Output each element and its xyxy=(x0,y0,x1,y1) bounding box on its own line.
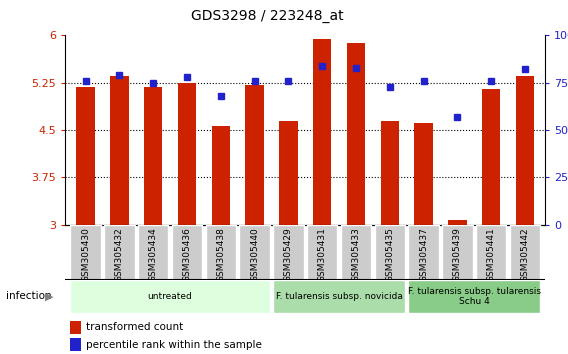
FancyBboxPatch shape xyxy=(341,225,371,280)
FancyBboxPatch shape xyxy=(70,225,101,280)
Text: GSM305439: GSM305439 xyxy=(453,228,462,282)
Bar xyxy=(516,76,534,225)
Text: GSM305440: GSM305440 xyxy=(250,228,259,282)
Bar xyxy=(482,89,500,225)
Text: GSM305435: GSM305435 xyxy=(385,228,394,282)
Text: GSM305438: GSM305438 xyxy=(216,228,225,282)
FancyBboxPatch shape xyxy=(239,225,270,280)
Bar xyxy=(211,126,230,225)
Text: transformed count: transformed count xyxy=(86,322,183,332)
Bar xyxy=(313,39,332,225)
Text: infection: infection xyxy=(6,291,51,301)
Text: F. tularensis subsp. novicida: F. tularensis subsp. novicida xyxy=(275,292,403,301)
Bar xyxy=(279,121,298,225)
Text: GSM305441: GSM305441 xyxy=(487,228,496,282)
FancyBboxPatch shape xyxy=(138,225,168,280)
Text: GSM305430: GSM305430 xyxy=(81,228,90,282)
Text: F. tularensis subsp. tularensis
Schu 4: F. tularensis subsp. tularensis Schu 4 xyxy=(408,287,541,306)
Text: GSM305433: GSM305433 xyxy=(352,228,361,282)
FancyBboxPatch shape xyxy=(273,225,304,280)
FancyBboxPatch shape xyxy=(408,280,540,313)
Bar xyxy=(178,83,197,225)
FancyBboxPatch shape xyxy=(510,225,540,280)
Text: GSM305437: GSM305437 xyxy=(419,228,428,282)
Text: GSM305436: GSM305436 xyxy=(182,228,191,282)
Text: untreated: untreated xyxy=(148,292,193,301)
Bar xyxy=(110,76,129,225)
Text: GSM305442: GSM305442 xyxy=(520,228,529,282)
Text: GSM305434: GSM305434 xyxy=(149,228,158,282)
FancyBboxPatch shape xyxy=(374,225,405,280)
Text: GSM305429: GSM305429 xyxy=(284,228,293,282)
FancyBboxPatch shape xyxy=(70,280,270,313)
Text: GSM305432: GSM305432 xyxy=(115,228,124,282)
Bar xyxy=(381,121,399,225)
Bar xyxy=(70,338,81,351)
Bar xyxy=(144,87,162,225)
Bar xyxy=(70,321,81,333)
Bar xyxy=(448,221,467,225)
FancyBboxPatch shape xyxy=(206,225,236,280)
Bar xyxy=(414,122,433,225)
Bar xyxy=(245,85,264,225)
Text: GSM305431: GSM305431 xyxy=(318,228,327,282)
Text: percentile rank within the sample: percentile rank within the sample xyxy=(86,340,262,350)
Bar xyxy=(346,43,365,225)
FancyBboxPatch shape xyxy=(408,225,439,280)
FancyBboxPatch shape xyxy=(273,280,405,313)
Bar xyxy=(76,86,95,225)
FancyBboxPatch shape xyxy=(307,225,337,280)
Text: GDS3298 / 223248_at: GDS3298 / 223248_at xyxy=(191,9,343,23)
FancyBboxPatch shape xyxy=(172,225,202,280)
FancyBboxPatch shape xyxy=(104,225,135,280)
FancyBboxPatch shape xyxy=(442,225,473,280)
FancyBboxPatch shape xyxy=(476,225,507,280)
Text: ▶: ▶ xyxy=(45,291,54,301)
